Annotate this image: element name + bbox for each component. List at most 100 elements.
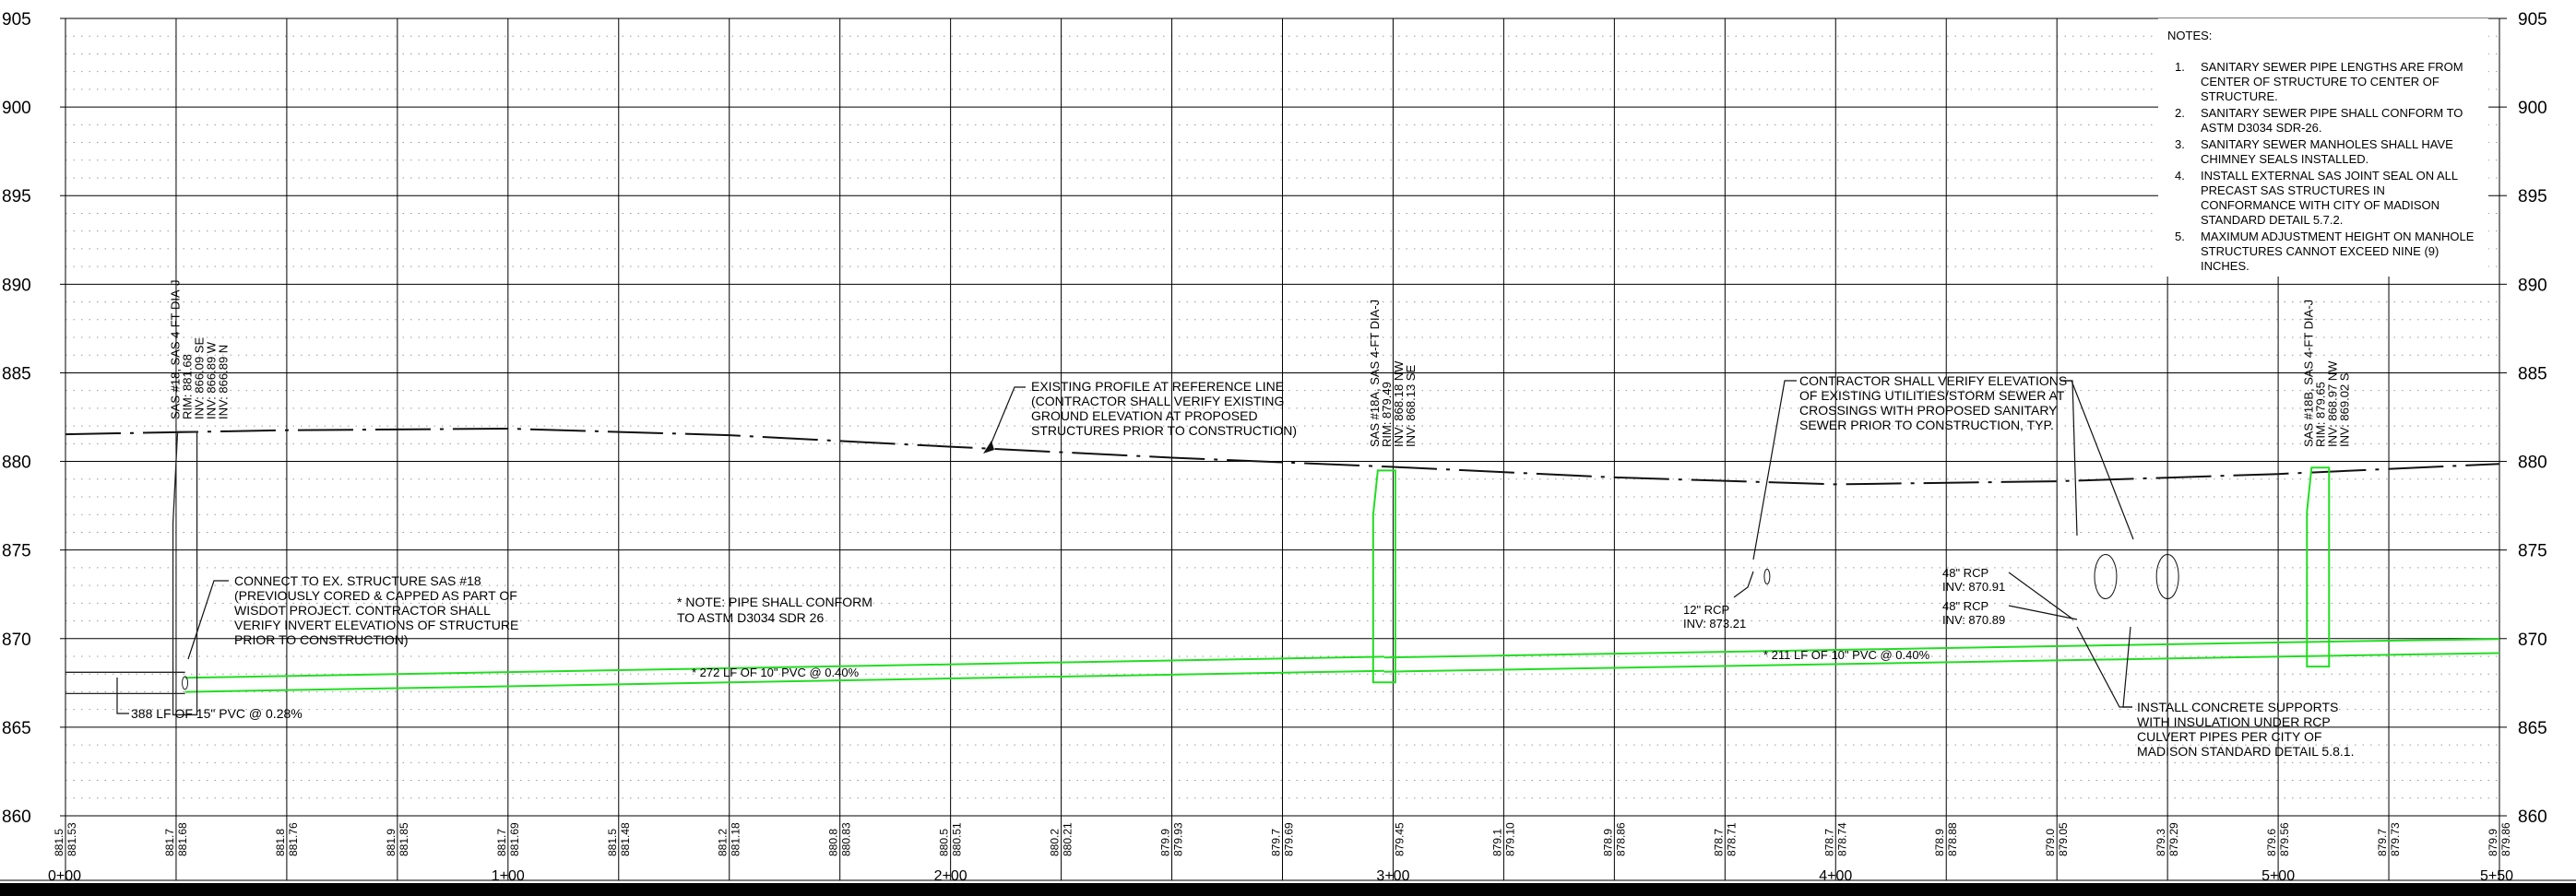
y-axis-label-right: 865 (2518, 719, 2547, 738)
label-rcp48b: INV: 870.89 (1942, 613, 2005, 627)
existing-elev-label: 878.7 (1822, 829, 1835, 856)
leader-concrete-2 (2122, 626, 2132, 708)
grid (0, 18, 2576, 881)
note-number: 4. (2175, 169, 2185, 183)
existing-elev-label: 878.7 (1712, 829, 1725, 856)
proposed-elev-label: 878.88 (1946, 822, 1959, 856)
existing-elev-label: 881.9 (385, 829, 398, 856)
existing-elev-label: 879.7 (2376, 829, 2389, 856)
proposed-elev-label: 881.18 (730, 822, 742, 856)
y-axis-label-right: 880 (2518, 454, 2547, 473)
note-concrete-supports: CULVERT PIPES PER CITY OF (2137, 729, 2321, 744)
leader-rcp48b (2008, 605, 2078, 620)
existing-elev-label: 878.9 (1601, 829, 1614, 856)
proposed-elev-label: 879.05 (2057, 822, 2070, 856)
label-pipe-272: * 272 LF OF 10" PVC @ 0.40% (692, 666, 860, 679)
structure-label-sas18a: INV: 868.18 NW (1392, 360, 1406, 447)
proposed-elev-label: 879.56 (2278, 822, 2291, 856)
rcp48b-crossing (2155, 554, 2179, 599)
structure-label-sas18a: RIM: 879.49 (1380, 382, 1394, 447)
existing-elev-label: 879.7 (1270, 829, 1283, 856)
proposed-elev-label: 879.93 (1172, 822, 1185, 856)
note-connect: (PREVIOUSLY CORED & CAPPED AS PART OF (234, 588, 517, 603)
notes-box: NOTES: 1. SANITARY SEWER PIPE LENGTHS ARE… (2158, 18, 2488, 277)
structure-sas18 (172, 430, 198, 716)
structure-label-sas18: INV: 866.09 SE (193, 337, 207, 419)
label-pipe-211: * 211 LF OF 10" PVC @ 0.40% (1763, 648, 1930, 662)
axis-labels: 905 905 900 900 895 895 890 890 885 885 880 880 875 8… (2, 10, 2547, 884)
proposed-pipes (65, 638, 2500, 695)
structure-sas18a (1371, 469, 1396, 684)
note-text: STRUCTURE. (2201, 89, 2278, 103)
note-existing-profile: STRUCTURES PRIOR TO CONSTRUCTION) (1031, 423, 1297, 438)
y-axis-label-left: 895 (2, 187, 31, 206)
y-axis-label-left: 870 (2, 631, 31, 650)
label-rcp48b: 48" RCP (1942, 599, 1988, 613)
existing-elev-label: 879.0 (2044, 829, 2057, 856)
note-text: STANDARD DETAIL 5.7.2. (2201, 213, 2343, 227)
structure-label-sas18: INV: 866.89 N (217, 345, 231, 419)
note-connect: CONNECT TO EX. STRUCTURE SAS #18 (234, 573, 481, 588)
leader-rcp12 (1733, 571, 1754, 598)
existing-elev-label: 881.5 (53, 829, 65, 856)
structure-label-sas18b: INV: 869.02 S (2337, 372, 2351, 447)
x-axis-label: 1+00 (492, 868, 525, 884)
proposed-elev-label: 878.71 (1725, 822, 1738, 856)
proposed-elev-label: 879.86 (2499, 822, 2512, 856)
bottom-bar (0, 883, 2576, 896)
proposed-elev-label: 879.45 (1393, 822, 1406, 856)
structure-label-sas18b: RIM: 879.65 (2313, 382, 2327, 447)
note-text: ASTM D3034 SDR-26. (2201, 121, 2322, 135)
structure-sas18-pipe-end (182, 676, 189, 690)
leader-connect (187, 580, 229, 660)
pipe-10in-211-top (1383, 641, 2319, 659)
note-text: SANITARY SEWER PIPE SHALL CONFORM TO (2201, 106, 2463, 120)
structure-label-sas18b: SAS #18B, SAS 4-FT DIA-J (2301, 300, 2315, 447)
note-text: CHIMNEY SEALS INSTALLED. (2201, 152, 2368, 166)
existing-elev-label: 879.6 (2265, 829, 2278, 856)
note-connect: PRIOR TO CONSTRUCTION) (234, 632, 409, 647)
note-contractor-verify: SEWER PRIOR TO CONSTRUCTION, TYP. (1799, 418, 2054, 432)
proposed-elev-label: 881.53 (65, 822, 78, 856)
y-axis-label-right: 890 (2518, 276, 2547, 295)
pipe-10in-ext-top (2318, 638, 2500, 643)
existing-profile-line (65, 427, 2500, 486)
leader-pipe-388 (116, 678, 129, 714)
proposed-elev-label: 880.83 (840, 822, 853, 856)
label-pipe-388: 388 LF OF 15" PVC @ 0.28% (131, 706, 303, 721)
y-axis-label-left: 860 (2, 808, 31, 827)
note-text: INCHES. (2201, 259, 2250, 273)
x-axis-label: 0+00 (48, 868, 81, 884)
note-existing-profile: (CONTRACTOR SHALL VERIFY EXISTING (1031, 394, 1284, 408)
proposed-elev-label: 880.21 (1062, 822, 1074, 856)
label-rcp12: 12" RCP (1683, 603, 1729, 617)
structure-label-sas18a: SAS #18A, SAS 4-FT DIA-J (1368, 300, 1382, 447)
y-axis-label-right: 900 (2518, 99, 2547, 118)
proposed-elev-label: 881.48 (619, 822, 632, 856)
x-axis-label: 3+00 (1376, 868, 1409, 884)
note-existing-profile: EXISTING PROFILE AT REFERENCE LINE (1031, 379, 1284, 394)
structure-label-sas18: INV: 866.89 W (205, 341, 219, 419)
existing-elev-label: 881.5 (606, 829, 619, 856)
note-number: 3. (2175, 137, 2185, 151)
y-axis-label-right: 875 (2518, 542, 2547, 561)
label-rcp48a: 48" RCP (1942, 566, 1988, 580)
existing-profile-path (65, 427, 2500, 486)
note-concrete-supports: INSTALL CONCRETE SUPPORTS (2137, 700, 2338, 714)
note-text: MAXIMUM ADJUSTMENT HEIGHT ON MANHOLE (2201, 230, 2475, 243)
leader-verify-3 (2060, 380, 2134, 540)
existing-elev-label: 879.9 (1159, 829, 1172, 856)
note-connect: VERIFY INVERT ELEVATIONS OF STRUCTURE (234, 618, 518, 632)
pipe-10in-272-invert (184, 669, 1384, 693)
structure-sas18b (2306, 466, 2331, 668)
y-axis-label-left: 885 (2, 364, 31, 383)
proposed-elev-label: 879.69 (1283, 822, 1296, 856)
y-axis-label-right: 895 (2518, 187, 2547, 206)
note-text: CONFORMANCE WITH CITY OF MADISON (2201, 198, 2439, 212)
leader-rcp48a (2008, 572, 2074, 620)
leader-verify-1 (1752, 380, 1797, 560)
note-contractor-verify: CONTRACTOR SHALL VERIFY ELEVATIONS (1799, 373, 2067, 388)
rcp12-crossing (1763, 569, 1771, 584)
proposed-elev-label: 878.86 (1614, 822, 1627, 856)
